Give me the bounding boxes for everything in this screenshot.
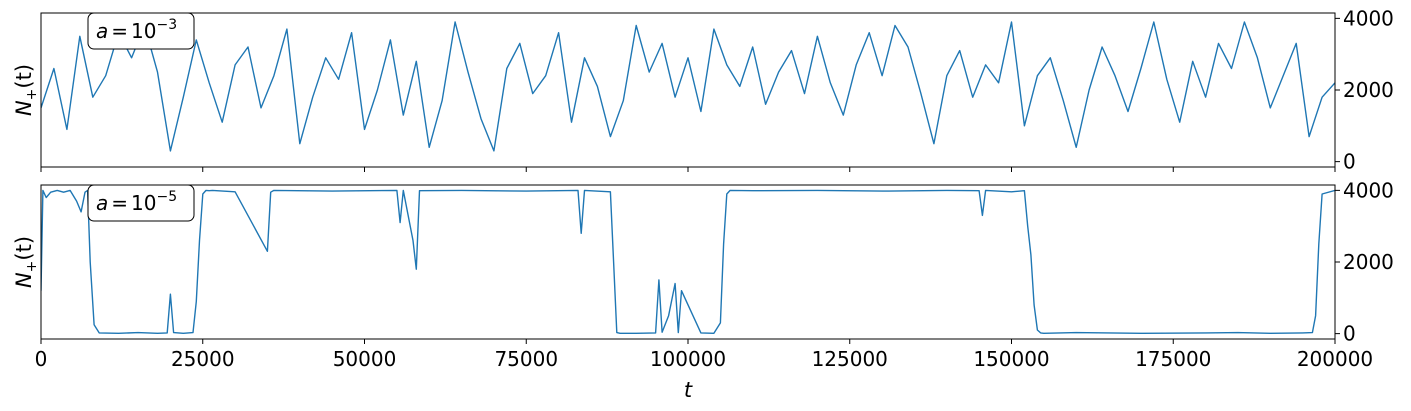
xtick-label-0: 0 — [35, 347, 48, 371]
xticks-top — [40, 167, 1336, 172]
annotation-bottom: a = 10−5 — [87, 184, 195, 222]
panel-bottom: 0 2000 4000 0 25000 50000 75000 100000 125000 15… — [12, 178, 1394, 402]
yticks-top: 0 2000 4000 — [1335, 6, 1394, 174]
xtick-label-3: 75000 — [494, 347, 558, 371]
xtick-label-7: 175000 — [1135, 347, 1211, 371]
annotation-text-top: a = 10−3 — [96, 17, 177, 43]
ytick-label-top-2: 4000 — [1343, 6, 1394, 30]
axes-frame-top — [40, 12, 1336, 168]
axes-frame-bottom — [40, 184, 1336, 340]
xtick-label-4: 100000 — [650, 347, 726, 371]
annotation-top: a = 10−3 — [87, 12, 195, 50]
xtick-label-6: 150000 — [973, 347, 1049, 371]
xtick-label-8: 200000 — [1297, 347, 1373, 371]
series-line-bottom — [41, 189, 1335, 334]
xticks-bottom: 0 25000 50000 75000 100000 125000 150000 175000… — [35, 339, 1373, 371]
xtick-label-2: 50000 — [333, 347, 397, 371]
series-line-top — [41, 21, 1335, 152]
ytick-label-bottom-1: 2000 — [1343, 250, 1394, 274]
yticks-bottom: 0 2000 4000 — [1335, 178, 1394, 346]
ylabel-top: N+(t) — [12, 64, 40, 116]
panel-top: 0 2000 4000 N+(t) a = 10−3 — [12, 6, 1394, 173]
xtick-label-1: 25000 — [171, 347, 235, 371]
annotation-text-bottom: a = 10−5 — [96, 189, 177, 215]
xlabel: t — [684, 378, 693, 402]
ylabel-bottom: N+(t) — [12, 236, 40, 288]
xtick-label-5: 125000 — [812, 347, 888, 371]
ytick-label-bottom-2: 4000 — [1343, 178, 1394, 202]
ytick-label-bottom-0: 0 — [1343, 322, 1356, 346]
ytick-label-top-0: 0 — [1343, 150, 1356, 174]
ytick-label-top-1: 2000 — [1343, 78, 1394, 102]
annotation-box-top — [87, 12, 195, 50]
annotation-box-bottom — [87, 184, 195, 222]
